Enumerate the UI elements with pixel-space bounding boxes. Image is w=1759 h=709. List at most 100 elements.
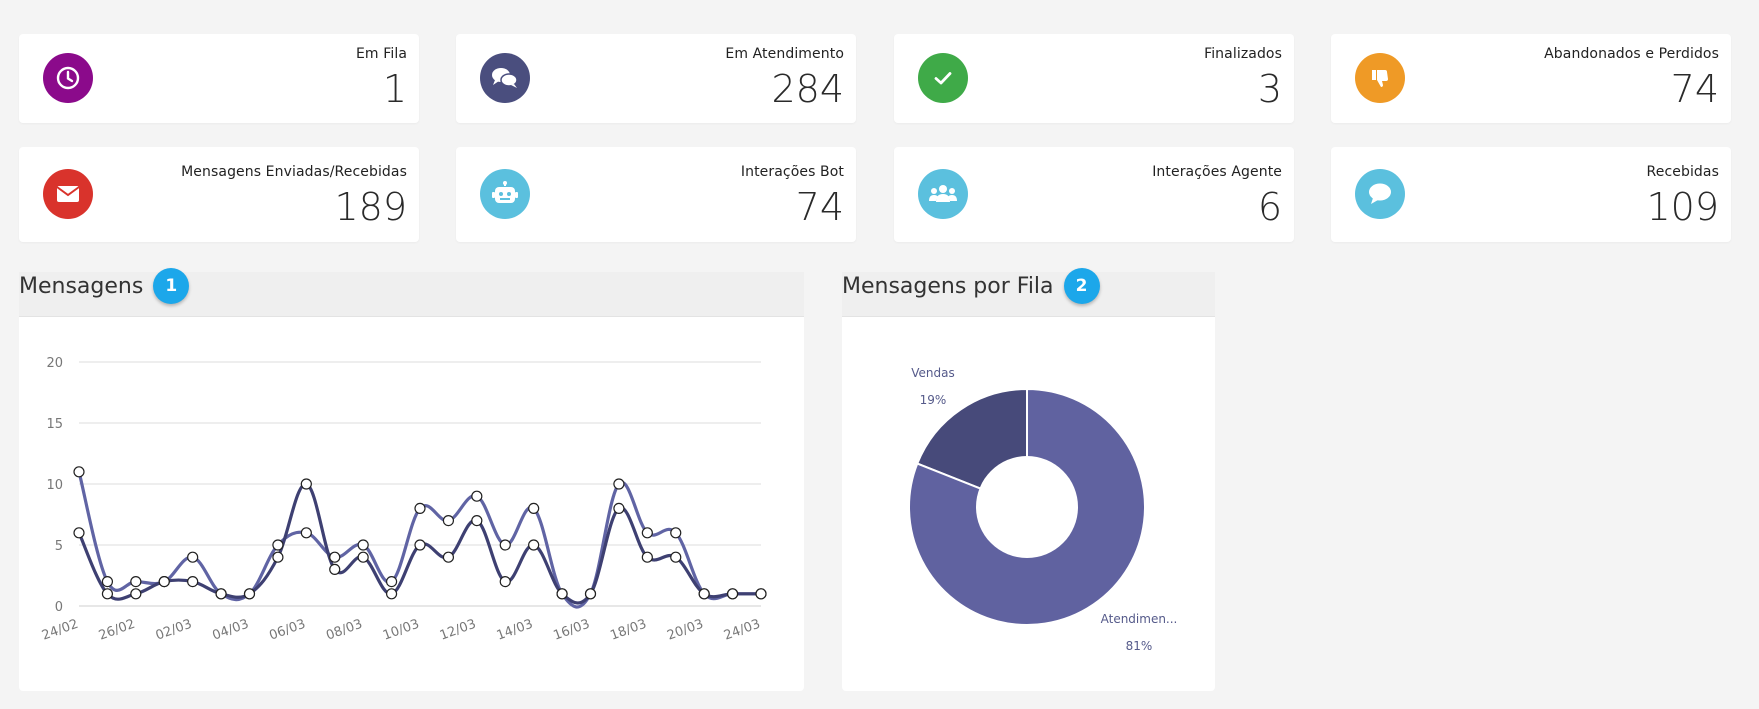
pie-percent: 81% (1126, 639, 1153, 653)
x-tick-label: 12/03 (438, 617, 478, 644)
data-point (613, 478, 625, 490)
data-point (385, 576, 398, 588)
por-fila-title: Mensagens por Fila 2 (842, 268, 1100, 304)
x-tick-label: 08/03 (324, 617, 364, 644)
x-tick-label: 06/03 (267, 617, 307, 644)
x-tick-label: 04/03 (211, 617, 251, 644)
stat-value: 74 (795, 185, 844, 229)
data-point (442, 515, 455, 527)
data-point (698, 588, 710, 600)
line-chart: 0 5 10 15 20 24/02 26/02 02/03 04/03 06/03 08/03 10… (40, 356, 767, 644)
y-tick-label: 20 (46, 356, 63, 371)
data-point (641, 551, 653, 563)
stat-card-interacoes-bot[interactable]: Interações Bot 74 (456, 147, 856, 242)
por-fila-chart-panel: Vendas 19% Atendimen... 81% (842, 316, 1215, 691)
thumbs-down-icon (1355, 53, 1405, 103)
data-point (73, 527, 85, 539)
data-point (329, 563, 341, 575)
y-tick-label: 0 (55, 600, 63, 615)
data-point (357, 539, 369, 551)
data-point (442, 551, 455, 563)
section-badge[interactable]: 2 (1063, 268, 1100, 304)
data-point (357, 551, 369, 563)
x-tick-label: 14/03 (495, 617, 535, 644)
stat-value: 74 (1670, 67, 1719, 111)
stat-label: Em Atendimento (725, 46, 844, 62)
y-tick-label: 15 (46, 417, 63, 432)
data-point (613, 502, 625, 514)
stat-value: 189 (334, 185, 407, 229)
data-point (528, 539, 540, 551)
stat-label: Recebidas (1646, 164, 1719, 180)
stat-label: Interações Bot (740, 164, 844, 180)
chat-bubbles-icon (480, 53, 530, 103)
y-tick-label: 5 (55, 539, 63, 554)
data-point (670, 551, 682, 563)
por-fila-header-strip (842, 272, 1215, 316)
data-point (414, 539, 426, 551)
data-point (101, 588, 114, 600)
data-point (414, 502, 426, 514)
data-point (130, 576, 142, 588)
data-point (499, 576, 511, 588)
data-point (726, 588, 739, 600)
check-icon (918, 53, 968, 103)
x-tick-label: 10/03 (381, 617, 421, 644)
stat-label: Em Fila (355, 46, 407, 62)
comment-icon (1355, 169, 1405, 219)
section-title-text: Mensagens (19, 273, 144, 299)
x-tick-label: 26/02 (97, 617, 137, 644)
y-tick-label: 10 (46, 478, 63, 493)
data-point (755, 588, 767, 600)
mensagens-header-strip (19, 272, 804, 316)
data-point (584, 588, 597, 600)
data-point (471, 490, 483, 502)
users-icon (918, 169, 968, 219)
section-badge[interactable]: 1 (153, 268, 190, 304)
stat-card-em-atendimento[interactable]: Em Atendimento 284 (456, 34, 856, 123)
x-tick-label: 20/03 (665, 617, 705, 644)
donut-hole (976, 456, 1078, 558)
data-point (641, 527, 653, 539)
data-point (243, 588, 256, 600)
mensagens-title: Mensagens 1 (19, 268, 190, 304)
stat-label: Finalizados (1204, 46, 1282, 62)
x-tick-label: 16/03 (552, 617, 592, 644)
stat-card-interacoes-agente[interactable]: Interações Agente 6 (894, 147, 1294, 242)
data-point (187, 576, 199, 588)
stat-value: 6 (1257, 185, 1282, 229)
stat-card-em-fila[interactable]: Em Fila 1 (19, 34, 419, 123)
stat-value: 284 (771, 67, 844, 111)
pie-label: Vendas (911, 366, 955, 380)
stat-card-recebidas[interactable]: Recebidas 109 (1331, 147, 1731, 242)
data-point (556, 588, 568, 600)
data-point (670, 527, 682, 539)
data-point (385, 588, 398, 600)
data-point (73, 466, 85, 478)
stat-card-mensagens-enviadas[interactable]: Mensagens Enviadas/Recebidas 189 (19, 147, 419, 242)
stat-card-abandonados[interactable]: Abandonados e Perdidos 74 (1331, 34, 1731, 123)
x-tick-label: 24/02 (40, 617, 80, 644)
data-point (272, 539, 284, 551)
robot-icon (480, 169, 530, 219)
stat-value: 109 (1646, 185, 1719, 229)
stat-value: 1 (382, 67, 407, 111)
pie-percent: 19% (920, 393, 947, 407)
clock-icon (43, 53, 93, 103)
pie-slice (908, 387, 1146, 626)
pie-label: Atendimen... (1101, 612, 1178, 626)
data-point (272, 551, 284, 563)
data-point (471, 515, 483, 527)
data-point (158, 576, 170, 588)
data-point (130, 588, 142, 600)
data-point (215, 588, 227, 600)
stat-label: Mensagens Enviadas/Recebidas (181, 164, 407, 180)
data-point (528, 502, 540, 514)
stat-card-finalizados[interactable]: Finalizados 3 (894, 34, 1294, 123)
mensagens-chart-panel: 0 5 10 15 20 24/02 26/02 02/03 04/03 06/03 08/03 10… (19, 316, 804, 691)
data-point (101, 576, 114, 588)
x-tick-label: 02/03 (154, 617, 194, 644)
stat-label: Abandonados e Perdidos (1544, 46, 1719, 62)
section-title-text: Mensagens por Fila (842, 273, 1054, 299)
x-tick-label: 24/03 (722, 617, 762, 644)
